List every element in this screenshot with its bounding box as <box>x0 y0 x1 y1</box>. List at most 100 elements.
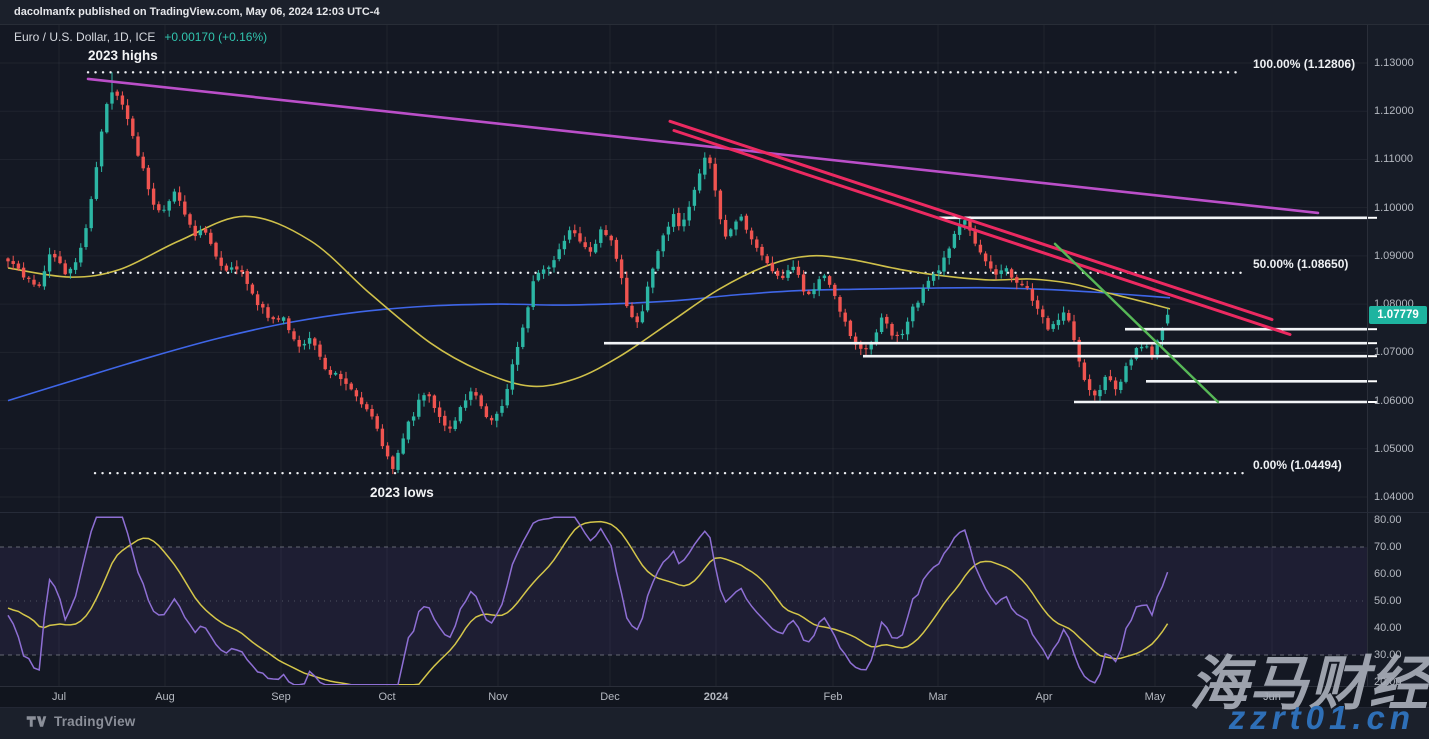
candle <box>21 262 26 280</box>
candle <box>739 213 743 222</box>
candle <box>318 340 322 361</box>
candle <box>744 213 749 234</box>
rsi-band-layer <box>0 546 1367 656</box>
candle <box>703 152 707 180</box>
candle <box>354 388 359 402</box>
candle <box>271 315 275 324</box>
candle <box>1087 374 1092 396</box>
candle <box>1046 315 1050 332</box>
candle <box>1009 267 1014 283</box>
candle <box>801 270 806 296</box>
candle <box>125 99 130 126</box>
rsi-tick-label: 70.00 <box>1374 541 1402 553</box>
moving-averages-layer <box>7 215 1171 402</box>
pane-separator <box>0 512 1429 513</box>
candle <box>79 243 83 267</box>
price-tick-label: 1.04000 <box>1374 491 1414 503</box>
candle <box>417 393 421 420</box>
candle <box>224 263 229 272</box>
candle <box>1103 375 1107 394</box>
candle <box>47 247 52 278</box>
publisher-attribution: dacolmanfx published on TradingView.com,… <box>14 6 380 18</box>
candle <box>510 359 515 395</box>
candle <box>833 282 837 300</box>
candle <box>755 236 759 252</box>
rsi-tick-label: 20.00 <box>1374 676 1402 688</box>
candle <box>890 322 894 340</box>
candle <box>73 258 78 275</box>
candle <box>406 420 411 444</box>
candle <box>411 412 416 427</box>
candle <box>588 241 593 257</box>
candle <box>141 152 145 171</box>
candle <box>599 226 603 248</box>
candle <box>807 289 811 296</box>
candle <box>848 319 853 339</box>
candle <box>323 354 327 371</box>
candle <box>344 371 348 391</box>
watermark-cjk: 海马财经 <box>1188 651 1429 717</box>
candle <box>515 341 520 371</box>
candle <box>718 189 723 225</box>
axis-tick-marks-layer <box>1368 216 1377 404</box>
candle <box>131 115 135 139</box>
candle <box>1025 280 1029 291</box>
candle <box>827 274 832 288</box>
candle <box>812 282 816 299</box>
candle <box>6 257 10 268</box>
price-tick-label: 1.13000 <box>1374 57 1414 69</box>
candle <box>422 392 426 407</box>
candle <box>214 241 218 260</box>
candle <box>240 265 244 277</box>
candle <box>339 370 343 386</box>
candle <box>916 300 920 312</box>
candle <box>708 154 712 169</box>
candle <box>489 415 494 425</box>
candle <box>105 102 109 134</box>
tradingview-logo[interactable]: TradingView <box>26 714 135 729</box>
candle <box>926 276 931 291</box>
candle <box>775 268 780 280</box>
candle <box>765 253 769 267</box>
candle <box>115 89 119 101</box>
candle <box>16 260 21 271</box>
grid-layer <box>0 25 1367 686</box>
candle <box>1030 283 1035 306</box>
candle <box>99 129 104 172</box>
candle <box>619 254 624 285</box>
candle <box>541 265 546 279</box>
month-label: Sep <box>271 691 291 703</box>
candle <box>391 455 395 475</box>
candle <box>994 264 998 280</box>
candle <box>1035 295 1040 315</box>
candle <box>604 225 608 237</box>
candle <box>817 276 821 297</box>
candle <box>1051 321 1055 332</box>
candles-layer <box>6 72 1170 475</box>
candle <box>292 328 296 342</box>
candle <box>94 161 99 201</box>
candle <box>287 315 291 334</box>
candle <box>625 271 629 308</box>
candle <box>120 91 125 110</box>
candle <box>609 234 613 246</box>
candle <box>37 281 41 288</box>
candle <box>151 182 156 210</box>
highs-annotation: 2023 highs <box>88 48 158 63</box>
candle <box>557 243 561 262</box>
candle <box>359 391 364 408</box>
candle <box>562 235 567 255</box>
candle <box>677 207 681 231</box>
rsi-tick-label: 80.00 <box>1374 514 1402 526</box>
candle <box>640 304 645 324</box>
candle <box>723 214 728 240</box>
candle <box>432 394 437 413</box>
rsi-tick-label: 50.00 <box>1374 595 1402 607</box>
candle <box>796 260 801 278</box>
candle <box>281 316 286 325</box>
candle <box>937 265 941 280</box>
candle <box>479 393 483 409</box>
candle <box>1067 309 1071 323</box>
candle <box>853 332 858 350</box>
candle <box>255 290 260 311</box>
